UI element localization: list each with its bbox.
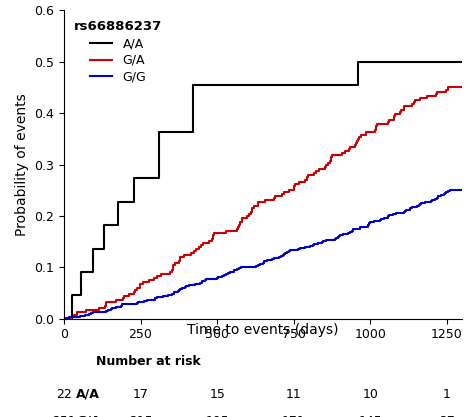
A/A — [69, 293, 74, 298]
A/A — [355, 83, 361, 88]
G/G — [109, 306, 115, 311]
G/G — [61, 316, 67, 321]
A/A — [115, 199, 120, 204]
A/A — [115, 223, 120, 228]
A/A — [328, 83, 333, 88]
Text: Time to events (days): Time to events (days) — [187, 324, 339, 337]
A/A — [61, 316, 67, 321]
G/A — [322, 167, 328, 172]
Text: A/A: A/A — [76, 388, 100, 401]
Text: 10: 10 — [362, 388, 378, 401]
A/A — [190, 83, 195, 88]
A/A — [69, 316, 74, 321]
Text: 251: 251 — [52, 415, 76, 417]
Text: 195: 195 — [205, 415, 229, 417]
G/A — [459, 85, 465, 90]
G/G — [447, 188, 452, 193]
G/A — [177, 257, 182, 262]
Text: 11: 11 — [286, 388, 301, 401]
Text: 22: 22 — [56, 388, 72, 401]
A/A — [459, 59, 465, 64]
G/A — [177, 259, 182, 264]
G/G — [203, 277, 209, 282]
Text: 171: 171 — [282, 415, 306, 417]
A/A — [90, 270, 96, 275]
A/A — [132, 199, 137, 204]
G/A — [358, 134, 364, 139]
G/A — [445, 85, 450, 90]
Text: 145: 145 — [358, 415, 382, 417]
Y-axis label: Probability of events: Probability of events — [15, 93, 29, 236]
Line: A/A: A/A — [64, 62, 462, 319]
Line: G/G: G/G — [64, 190, 462, 319]
A/A — [101, 246, 107, 251]
G/G — [459, 188, 465, 193]
A/A — [101, 223, 107, 228]
G/A — [386, 118, 392, 123]
A/A — [355, 59, 361, 64]
Text: 1: 1 — [443, 388, 451, 401]
G/G — [226, 270, 232, 275]
Line: G/A: G/A — [64, 88, 462, 319]
Text: 215: 215 — [128, 415, 153, 417]
Text: G/A: G/A — [76, 415, 100, 417]
Text: Number at risk: Number at risk — [96, 355, 201, 368]
A/A — [190, 129, 195, 134]
G/A — [352, 144, 357, 149]
A/A — [156, 176, 162, 181]
A/A — [156, 129, 162, 134]
Text: 17: 17 — [133, 388, 148, 401]
Text: 27: 27 — [439, 415, 455, 417]
Legend: A/A, G/A, G/G: A/A, G/A, G/G — [70, 17, 166, 88]
A/A — [78, 270, 84, 275]
A/A — [132, 176, 137, 181]
Text: 15: 15 — [209, 388, 225, 401]
A/A — [78, 293, 84, 298]
G/G — [267, 257, 273, 262]
G/G — [169, 292, 175, 297]
A/A — [328, 83, 333, 88]
G/G — [351, 227, 356, 232]
G/A — [61, 316, 67, 321]
A/A — [90, 246, 96, 251]
